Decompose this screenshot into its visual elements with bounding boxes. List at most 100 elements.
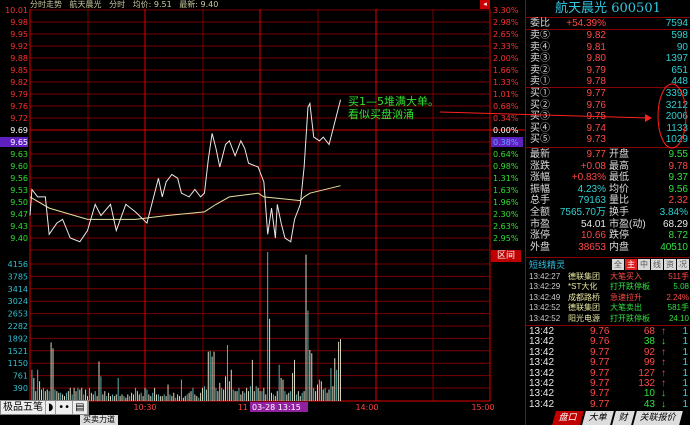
bid-volume: 3399 bbox=[665, 88, 688, 99]
window-icon[interactable]: ◂ bbox=[480, 0, 490, 9]
stat-label: 最新 bbox=[530, 149, 550, 160]
time-tick-label: 14:00 bbox=[355, 403, 378, 412]
stat-value: +0.08 bbox=[580, 160, 606, 172]
percent-tick-label: 1.63% bbox=[493, 186, 519, 195]
intraday-chart[interactable]: 10.01 3.30% 9.98 2.98% 9.95 2.65% 9.92 2.33% 9.8… bbox=[0, 0, 525, 425]
price-tick-label: 9.92 bbox=[10, 42, 28, 51]
short-line-title: 短线精灵 bbox=[529, 260, 566, 270]
bid-row[interactable]: 买④ 9.74 1133 bbox=[526, 123, 690, 134]
stat-label: 内盘 bbox=[609, 241, 629, 253]
short-line-tab[interactable]: 况 bbox=[677, 259, 689, 270]
moon-icon[interactable]: ◗ bbox=[46, 401, 57, 414]
panel-tab[interactable]: 关联报价 bbox=[633, 411, 683, 425]
price-tick-label: 9.85 bbox=[10, 66, 28, 75]
tick-time: 13:42 bbox=[529, 326, 555, 337]
short-line-event[interactable]: 13:42:49 成都路桥 急速拉升 2.24% bbox=[526, 293, 690, 303]
bid-label: 买② bbox=[530, 99, 550, 111]
stat-value: 10.66 bbox=[580, 230, 606, 242]
stat-value: +0.83% bbox=[571, 172, 606, 184]
event-stock: 德联集团 bbox=[568, 272, 600, 281]
event-time: 13:42:29 bbox=[529, 282, 561, 292]
volume-tick-label: 761 bbox=[13, 372, 28, 381]
tick-row: 13:42 9.77 92 ↑ 1 bbox=[526, 346, 690, 358]
volume-tick-label: 3414 bbox=[8, 285, 28, 294]
short-line-event[interactable]: 13:42:52 阳光电源 打开跌停板 24.10 bbox=[526, 314, 690, 324]
ime-name[interactable]: 极品五笔 bbox=[1, 401, 46, 414]
ask-row[interactable]: 卖④ 9.81 90 bbox=[526, 42, 690, 53]
stat-value: 9.56 bbox=[668, 183, 688, 195]
bid-row[interactable]: 买③ 9.75 2006 bbox=[526, 111, 690, 122]
bid-row[interactable]: 买① 9.77 3399 bbox=[526, 88, 690, 99]
divider bbox=[526, 257, 690, 258]
short-line-event[interactable]: 13:42:29 *ST大化 打开跌停板 5.08 bbox=[526, 282, 690, 292]
tab-buy-sell-force[interactable]: 买卖力道 bbox=[80, 415, 118, 425]
ask-label: 卖⑤ bbox=[530, 30, 550, 41]
arrow-down-icon: ↓ bbox=[661, 398, 666, 410]
panel-tab[interactable]: 财 bbox=[612, 411, 635, 425]
tick-count: 1 bbox=[682, 326, 688, 337]
event-type: 急速拉升 bbox=[610, 292, 642, 302]
percent-tick-label: 3.30% bbox=[493, 6, 519, 15]
short-line-tab[interactable]: 线 bbox=[651, 259, 663, 270]
ask-row[interactable]: 卖① 9.78 448 bbox=[526, 76, 690, 87]
ask-volume: 90 bbox=[676, 41, 688, 53]
panel-tab[interactable]: 盘口 bbox=[552, 411, 584, 425]
tick-time: 13:42 bbox=[529, 346, 555, 358]
stat-row: 全额 7565.70万 换手 3.84% bbox=[526, 207, 690, 218]
tick-time: 13:42 bbox=[529, 398, 555, 410]
ask-price: 9.80 bbox=[586, 53, 606, 65]
tick-row: 13:42 9.77 127 ↑ 1 bbox=[526, 367, 690, 379]
stat-value: 2.32 bbox=[668, 195, 688, 207]
stat-value: 9.55 bbox=[668, 149, 688, 160]
ask-row[interactable]: 卖③ 9.80 1397 bbox=[526, 53, 690, 64]
stat-value: 38653 bbox=[578, 241, 606, 253]
bid-row[interactable]: 买② 9.76 3212 bbox=[526, 100, 690, 111]
volume-tick-label: 1892 bbox=[8, 334, 28, 343]
stat-value: 4.23% bbox=[577, 183, 606, 195]
tick-row: 13:42 9.76 38 ↓ 1 bbox=[526, 337, 690, 347]
punct-icon[interactable]: •• bbox=[56, 401, 74, 414]
bid-price: 9.75 bbox=[586, 111, 606, 123]
stat-label: 开盘 bbox=[609, 149, 629, 160]
bid-row[interactable]: 买⑤ 9.73 1029 bbox=[526, 134, 690, 145]
ime-toolbar[interactable]: 极品五笔 ◗ •• ▤ bbox=[0, 400, 89, 415]
short-line-tab[interactable]: 中 bbox=[638, 259, 650, 270]
stat-label: 涨跌 bbox=[530, 160, 550, 172]
ask-volume: 1397 bbox=[665, 53, 688, 65]
stat-value: 54.01 bbox=[580, 218, 606, 230]
tick-price: 9.76 bbox=[590, 336, 610, 348]
stat-label: 均价 bbox=[609, 183, 629, 195]
volume-tick-label: 2653 bbox=[8, 310, 28, 319]
tick-volume: 132 bbox=[638, 378, 655, 389]
tick-price: 9.77 bbox=[590, 357, 610, 369]
panel-tab[interactable]: 大单 bbox=[582, 411, 614, 425]
short-line-event[interactable]: 13:42:27 德联集团 大笔买入 511手 bbox=[526, 272, 690, 282]
arrow-up-icon: ↑ bbox=[661, 346, 666, 358]
stat-value: 3.84% bbox=[659, 207, 688, 218]
percent-tick-label: 1.01% bbox=[493, 90, 519, 99]
keyboard-icon[interactable]: ▤ bbox=[73, 401, 88, 414]
ask-price: 9.79 bbox=[586, 64, 606, 76]
tick-volume: 92 bbox=[643, 346, 655, 358]
short-line-tab[interactable]: 资 bbox=[664, 259, 676, 270]
price-tick-label: 9.72 bbox=[10, 114, 28, 123]
time-tick-label: 10:30 bbox=[133, 403, 156, 412]
range-button[interactable]: 区间 bbox=[491, 250, 521, 262]
quote-panel: 航天晨光 600501 委比 +54.39% 7594 卖⑤ 9.82 598 卖④ 9.81… bbox=[525, 0, 690, 425]
stat-row: 涨幅 +0.83% 最低 9.37 bbox=[526, 172, 690, 183]
percent-tick-label: 0.38% bbox=[493, 138, 519, 147]
percent-tick-label: 2.00% bbox=[493, 54, 519, 63]
divider bbox=[526, 87, 690, 88]
stat-value: 79163 bbox=[578, 195, 606, 207]
ask-row[interactable]: 卖⑤ 9.82 598 bbox=[526, 30, 690, 41]
percent-tick-label: 1.33% bbox=[493, 78, 519, 87]
tick-price: 9.76 bbox=[590, 326, 610, 337]
short-line-tab[interactable]: 主 bbox=[625, 259, 637, 270]
stat-row: 外盘 38653 内盘 40510 bbox=[526, 242, 690, 253]
event-stock: 成都路桥 bbox=[568, 292, 600, 302]
arrow-up-icon: ↑ bbox=[661, 367, 666, 379]
stat-label: 全额 bbox=[530, 207, 550, 218]
ask-row[interactable]: 卖② 9.79 651 bbox=[526, 65, 690, 76]
short-line-event[interactable]: 13:42:52 德联集团 大笔卖出 581手 bbox=[526, 303, 690, 313]
short-line-tab[interactable]: 全 bbox=[612, 259, 624, 270]
